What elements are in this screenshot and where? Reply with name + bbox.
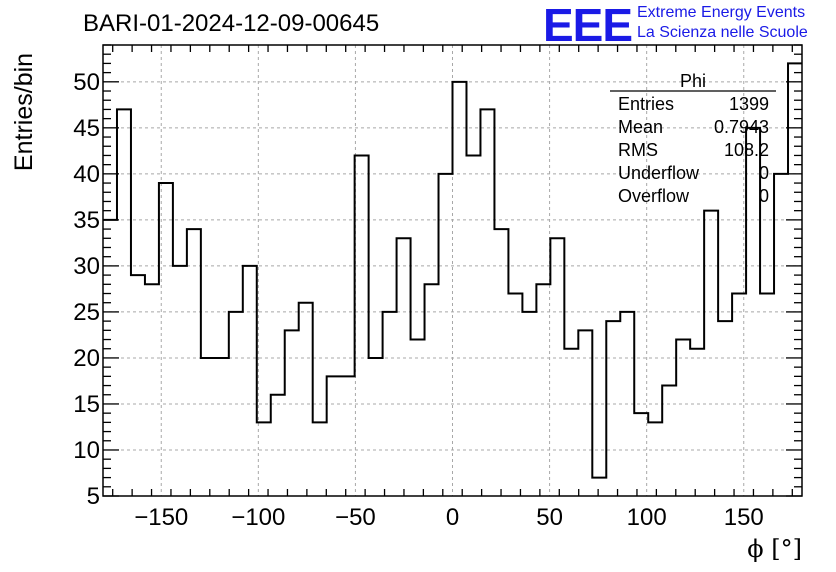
histogram-outline — [103, 62, 802, 479]
histogram-bin — [201, 358, 215, 496]
histogram-bin — [187, 229, 201, 496]
stats-row-label: Overflow — [618, 186, 690, 206]
y-tick-label: 35 — [73, 207, 100, 234]
histogram-bin — [285, 330, 299, 496]
histogram-bin — [718, 321, 732, 496]
histogram-bin — [117, 109, 131, 496]
histogram-layer — [103, 62, 802, 496]
histogram-bin — [453, 82, 467, 496]
x-tick-label: −50 — [335, 504, 376, 531]
histogram-bin — [215, 358, 229, 496]
stats-box: Phi Entries 1399 Mean 0.7943 RMS 108.2 Underfl… — [610, 71, 776, 206]
histogram-bin — [369, 358, 383, 496]
histogram-bin — [774, 174, 788, 496]
histogram-bin — [648, 422, 662, 496]
histogram-bin — [145, 284, 159, 496]
eee-logo: EEE — [543, 0, 633, 51]
histogram-bin — [439, 174, 453, 496]
logo-line-2: La Scienza nelle Scuole — [637, 24, 808, 41]
histogram-bin — [676, 340, 690, 496]
y-tick-label: 20 — [73, 345, 100, 372]
x-tick-label: 50 — [536, 504, 563, 531]
plot-frame — [102, 44, 803, 497]
histogram-bin — [383, 312, 397, 496]
histogram-bin — [313, 422, 327, 496]
histogram-bin — [508, 294, 522, 496]
histogram-bin — [634, 413, 648, 496]
histogram-bin — [299, 303, 313, 496]
x-tick-label: 150 — [724, 504, 764, 531]
tick-label-layer: −150 −100 −50 0 50 100 150 5 10 15 20 25 30 35 40 45 50 — [73, 69, 763, 531]
histogram-bin — [494, 229, 508, 496]
histogram-bin — [662, 386, 676, 496]
histogram-bin — [564, 349, 578, 496]
chart-title: BARI-01-2024-12-09-00645 — [83, 10, 380, 37]
histogram-bin — [327, 376, 341, 496]
histogram-bin — [550, 238, 564, 496]
logo-line-1: Extreme Energy Events — [637, 4, 806, 21]
histogram-bin — [425, 284, 439, 496]
histogram-bin — [480, 109, 494, 496]
y-axis-label: Entries/bin — [10, 53, 38, 171]
stats-row-value: 1399 — [729, 94, 769, 114]
histogram-bin — [592, 478, 606, 496]
y-tick-label: 15 — [73, 391, 100, 418]
histogram-bin — [411, 340, 425, 496]
stats-row-value: 108.2 — [724, 140, 769, 160]
stats-row-label: Underflow — [618, 163, 700, 183]
tick-layer — [103, 44, 802, 497]
stats-rows: Entries 1399 Mean 0.7943 RMS 108.2 Underflow 0 O… — [618, 94, 769, 206]
x-tick-label: −150 — [134, 504, 188, 531]
histogram-bin — [397, 238, 411, 496]
x-tick-label: 0 — [446, 504, 459, 531]
histogram-bin — [466, 155, 480, 496]
histogram-bin — [355, 155, 369, 496]
stats-row-value: 0 — [759, 186, 769, 206]
y-tick-label: 30 — [73, 253, 100, 280]
stats-row-value: 0 — [759, 163, 769, 183]
histogram-bin — [271, 395, 285, 496]
stats-row-label: RMS — [618, 140, 658, 160]
histogram-bin — [536, 284, 550, 496]
y-tick-label: 50 — [73, 69, 100, 96]
histogram-bin — [243, 266, 257, 496]
histogram-bin — [578, 330, 592, 496]
histogram-bin — [173, 266, 187, 496]
grid-layer — [103, 45, 802, 496]
histogram-bin — [131, 275, 145, 496]
stats-row-value: 0.7943 — [714, 117, 769, 137]
histogram-bin — [341, 376, 355, 496]
y-tick-label: 5 — [87, 483, 100, 510]
histogram-bin — [690, 349, 704, 496]
x-axis-label: ϕ [°] — [747, 535, 802, 563]
x-tick-label: −100 — [231, 504, 285, 531]
histogram-bin — [704, 211, 718, 496]
histogram-bin — [606, 321, 620, 496]
x-tick-label: 100 — [627, 504, 667, 531]
histogram-bin — [760, 294, 774, 496]
y-tick-label: 10 — [73, 437, 100, 464]
histogram-bin — [257, 422, 271, 496]
stats-row-label: Mean — [618, 117, 663, 137]
y-tick-label: 45 — [73, 115, 100, 142]
stats-box-name: Phi — [680, 71, 706, 91]
y-tick-label: 25 — [73, 299, 100, 326]
stats-row-label: Entries — [618, 94, 674, 114]
y-tick-label: 40 — [73, 161, 100, 188]
